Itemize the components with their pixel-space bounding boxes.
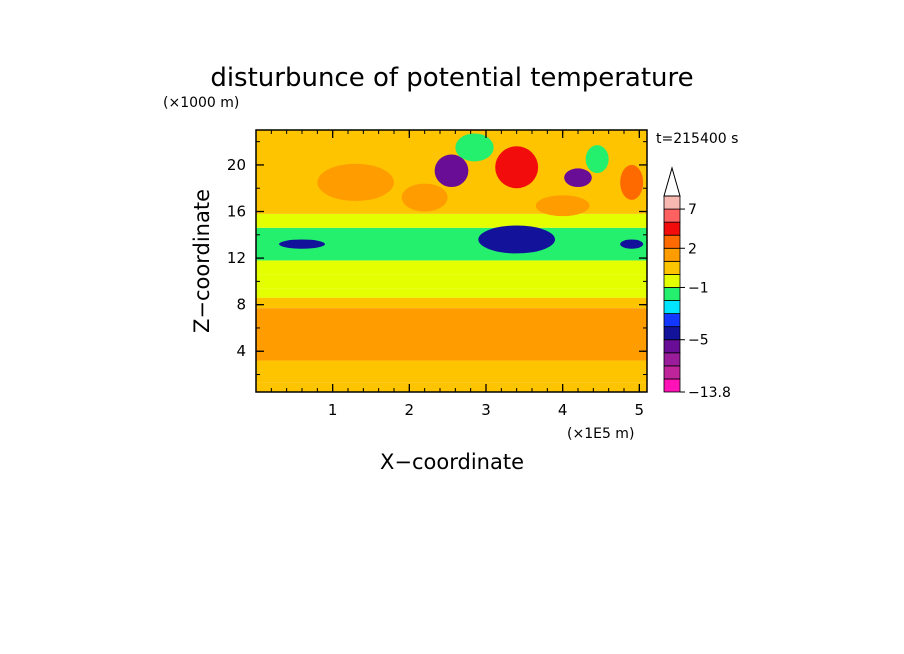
colorbar-segment-8: [663, 273, 681, 288]
colorbar-segment-4: [663, 326, 681, 341]
contour-feature-5: [620, 239, 644, 249]
contour-band-6: [256, 260, 647, 275]
x-axis-label: X−coordinate: [380, 450, 524, 474]
plot-frame: [255, 129, 648, 393]
x-tick-label: 1: [328, 401, 338, 419]
contour-feature-1: [495, 146, 539, 189]
contour-feature-13: [585, 145, 609, 174]
contour-feature-6: [332, 309, 441, 356]
colorbar-label: 2: [688, 241, 697, 257]
colorbar-segment-11: [663, 234, 681, 249]
contour-feature-7: [509, 316, 601, 359]
colorbar-segment-5: [663, 313, 681, 328]
x-tick-label: 5: [635, 401, 645, 419]
y-tick-label: 20: [227, 156, 246, 174]
contour-feature-11: [620, 164, 644, 200]
y-tick-label: 8: [236, 296, 246, 314]
contour-feature-3: [478, 225, 555, 254]
colorbar-segment-6: [663, 300, 681, 314]
colorbar-segment-14: [663, 195, 681, 210]
contour-feature-4: [279, 239, 325, 249]
y-axis-ticks: 4 8 12 16 20: [227, 141, 647, 376]
contour-band-3: [256, 297, 647, 309]
colorbar-label: −5: [688, 333, 709, 349]
colorbar-segment-12: [663, 221, 681, 236]
contour-feature-12: [455, 133, 494, 162]
contour-feature-10: [317, 163, 394, 202]
y-tick-label: 16: [227, 203, 246, 221]
colorbar-segment-7: [663, 287, 681, 301]
colorbar: 7 2 −1 −5 −13.8: [663, 166, 731, 401]
y-tick-label: 12: [227, 249, 246, 267]
contour-feature-0: [434, 154, 469, 188]
colorbar-segment-13: [663, 208, 681, 223]
time-label: t=215400 s: [656, 131, 738, 147]
x-unit-label: (×1E5 m): [567, 426, 634, 442]
contour-band-8: [256, 213, 647, 228]
colorbar-extend-arrow: [663, 166, 681, 197]
colorbar-label: −13.8: [688, 385, 731, 401]
contour-feature-8: [401, 183, 448, 212]
chart-title: disturbunce of potential temperature: [210, 63, 693, 93]
x-tick-label: 2: [405, 401, 415, 419]
colorbar-label: 7: [688, 202, 697, 218]
colorbar-segment-9: [663, 260, 681, 275]
colorbar-segment-0: [663, 378, 681, 393]
contour-band-0: [256, 382, 647, 392]
y-tick-label: 4: [236, 342, 246, 360]
x-tick-label: 4: [558, 401, 568, 419]
x-axis-ticks: 1 2 3 4 5: [270, 130, 645, 419]
plot-area: [256, 130, 647, 392]
colorbar-segment-3: [663, 339, 681, 354]
contour-band-4: [256, 288, 647, 298]
colorbar-segment-2: [663, 352, 681, 367]
y-axis-label: Z−coordinate: [190, 189, 214, 333]
contour-feature-9: [535, 195, 590, 217]
contour-feature-2: [564, 168, 592, 188]
colorbar-label: −1: [688, 280, 709, 296]
contour-band-1: [256, 360, 647, 383]
y-unit-label: (×1000 m): [163, 95, 239, 111]
contour-band-5: [256, 274, 647, 289]
colorbar-segment-1: [663, 365, 681, 380]
x-tick-label: 3: [481, 401, 491, 419]
colorbar-segment-10: [663, 247, 681, 262]
